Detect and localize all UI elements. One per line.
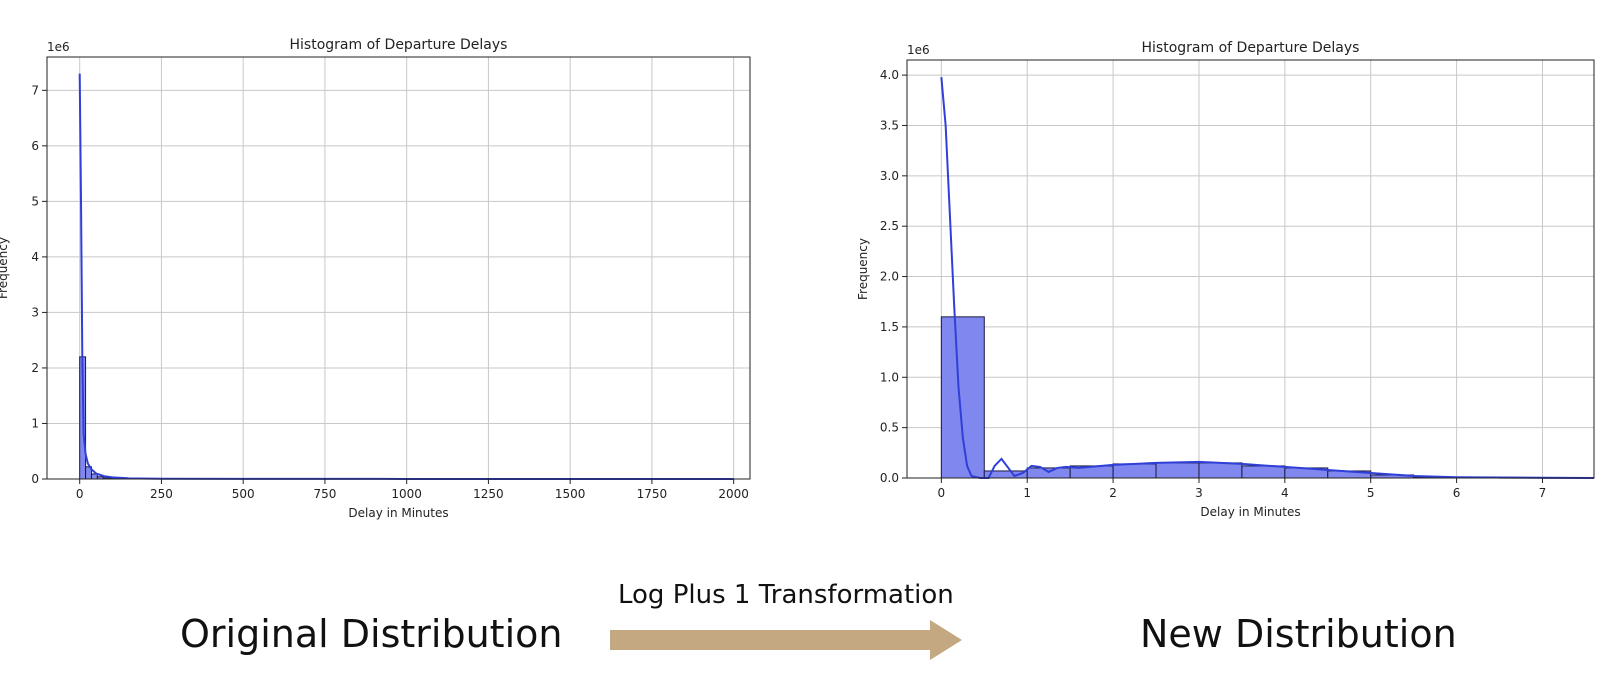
y-tick-label: 0.5 [880, 421, 899, 435]
x-tick-label: 0 [76, 487, 84, 501]
x-tick-label: 7 [1539, 486, 1547, 500]
y-multiplier-label: 1e6 [907, 43, 930, 57]
arrow-shape [610, 620, 962, 660]
y-tick-label: 6 [31, 139, 39, 153]
kde-line [940, 77, 1595, 479]
x-tick-label: 4 [1281, 486, 1289, 500]
histogram-bar [1241, 465, 1286, 479]
y-tick-label: 0 [31, 472, 39, 486]
x-tick-label: 1750 [637, 487, 668, 501]
y-tick-label: 3 [31, 305, 39, 319]
chart-1: Histogram of Departure Delays 1e6 0 1 2 3 4 5 6 7… [856, 40, 1595, 519]
y-tick-label: 4 [31, 250, 39, 264]
y-tick-label: 7 [31, 83, 39, 97]
transformation-label: Log Plus 1 Transformation [618, 580, 954, 610]
y-tick-label: 5 [31, 194, 39, 208]
x-tick-label: 750 [313, 487, 336, 501]
x-axis-label: Delay in Minutes [1200, 505, 1300, 519]
y-tick-label: 1 [31, 416, 39, 430]
x-tick-label: 6 [1453, 486, 1461, 500]
x-tick-label: 500 [232, 487, 255, 501]
y-tick-label: 0.0 [880, 471, 899, 485]
y-tick-label: 2.5 [880, 219, 899, 233]
y-axis-label: Frequency [0, 237, 10, 299]
y-tick-label: 3.5 [880, 118, 899, 132]
chart-title: Histogram of Departure Delays [290, 37, 508, 53]
x-tick-label: 5 [1367, 486, 1375, 500]
x-tick-label: 2 [1109, 486, 1117, 500]
y-tick-label: 1.5 [880, 320, 899, 334]
transformed-histogram-chart: Histogram of Departure Delays 1e6 0 1 2 3 4 5 6 7… [856, 40, 1595, 519]
y-axis-label: Frequency [856, 238, 870, 300]
x-tick-label: 3 [1195, 486, 1203, 500]
x-tick-label: 1 [1023, 486, 1031, 500]
plot-frame [906, 59, 1595, 479]
plot-frame [46, 56, 751, 480]
histogram-bar [1198, 462, 1243, 479]
x-tick-label: 1250 [473, 487, 504, 501]
x-tick-label: 250 [150, 487, 173, 501]
histogram-bar [940, 316, 985, 479]
y-tick-label: 2 [31, 361, 39, 375]
y-tick-label: 3.0 [880, 169, 899, 183]
y-tick-label: 1.0 [880, 370, 899, 384]
x-tick-label: 1500 [555, 487, 586, 501]
x-tick-label: 2000 [718, 487, 749, 501]
y-multiplier-label: 1e6 [47, 40, 70, 54]
histogram-bar [1112, 463, 1157, 479]
histogram-bar [1155, 462, 1200, 479]
x-tick-label: 1000 [391, 487, 422, 501]
chart-title: Histogram of Departure Delays [1142, 40, 1360, 56]
x-axis-label: Delay in Minutes [348, 506, 448, 520]
new-distribution-caption: New Distribution [1140, 612, 1457, 656]
histogram-bar [90, 473, 98, 480]
x-tick-label: 0 [938, 486, 946, 500]
original-distribution-caption: Original Distribution [180, 612, 563, 656]
y-tick-label: 4.0 [880, 68, 899, 82]
right-arrow-icon [610, 620, 962, 660]
y-tick-label: 2.0 [880, 270, 899, 284]
